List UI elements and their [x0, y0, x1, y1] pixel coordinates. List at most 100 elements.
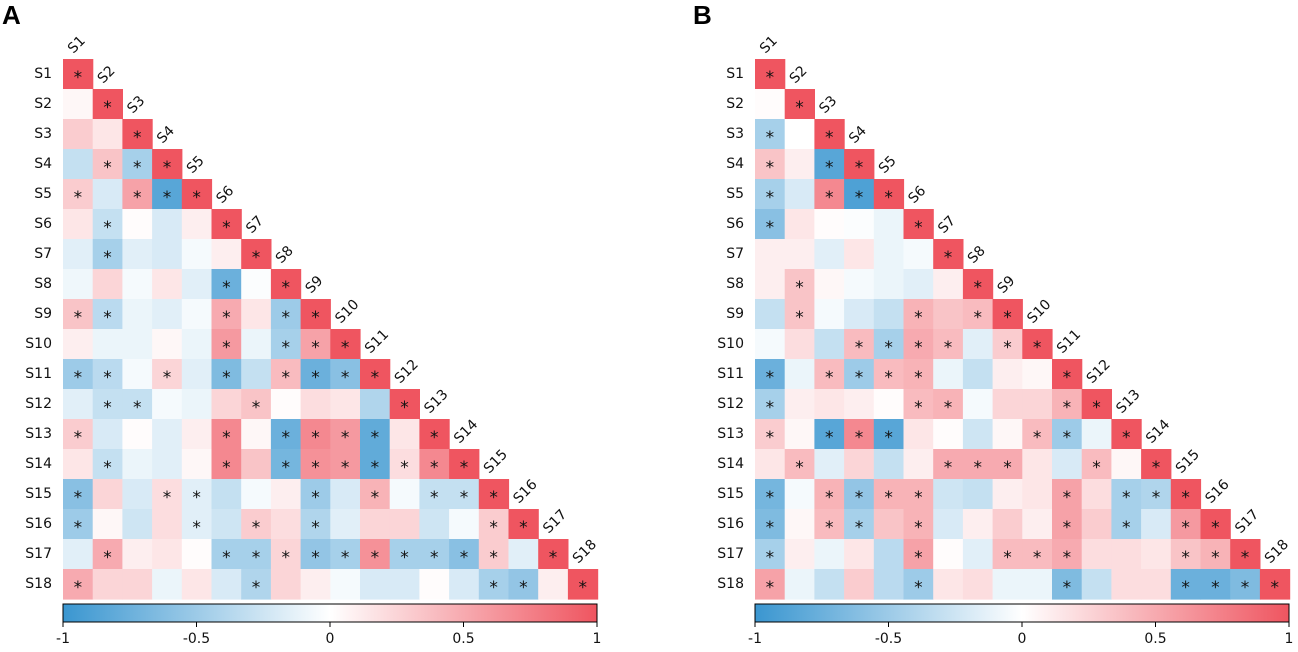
heatmap-cell-b-r17-c15 — [1170, 539, 1202, 570]
column-label-b-s11: S11 — [1054, 327, 1084, 357]
heatmap-cell-b-r18-c3 — [814, 569, 845, 600]
heatmap-cell-a-r16-c11 — [360, 509, 391, 540]
heatmap-cell-b-r16-c8 — [962, 509, 994, 540]
significance-marker-b-r6-c1: * — [766, 218, 775, 238]
significance-marker-a-r10-c6: * — [222, 338, 231, 358]
heatmap-cell-a-r4-c3 — [122, 149, 153, 180]
significance-marker-b-r12-c7: * — [944, 398, 953, 418]
heatmap-cell-a-r8-c5 — [181, 269, 213, 300]
column-label-a-s6: S6 — [213, 183, 237, 207]
significance-marker-a-r17-c11: * — [371, 548, 380, 568]
significance-marker-a-r13-c13: * — [430, 428, 439, 448]
heatmap-cell-b-r15-c1 — [755, 479, 786, 510]
heatmap-cell-b-r12-c5 — [873, 389, 905, 420]
heatmap-cell-b-r9-c3 — [814, 299, 845, 330]
heatmap-cell-a-r18-c10 — [330, 569, 361, 600]
heatmap-cell-a-r9-c2 — [92, 299, 123, 330]
heatmap-cell-b-r16-c13 — [1111, 509, 1142, 540]
heatmap-cell-a-r16-c7 — [241, 509, 272, 540]
column-label-b-s4: S4 — [846, 123, 870, 147]
heatmap-cell-b-r17-c10 — [1022, 539, 1053, 570]
significance-marker-b-r14-c12: * — [1092, 458, 1101, 478]
column-label-a-s2: S2 — [95, 63, 119, 87]
heatmap-cell-a-r5-c4 — [152, 179, 183, 210]
heatmap-cell-a-r14-c3 — [122, 449, 153, 480]
heatmap-cell-a-r15-c12 — [389, 479, 420, 510]
heatmap-cell-a-r13-c11 — [360, 419, 391, 450]
significance-marker-b-r18-c6: * — [914, 578, 923, 598]
heatmap-cell-b-r9-c1 — [755, 299, 786, 330]
heatmap-cell-b-r17-c5 — [873, 539, 905, 570]
significance-marker-a-r12-c2: * — [103, 398, 112, 418]
heatmap-cell-a-r17-c15 — [478, 539, 510, 570]
heatmap-cell-b-r18-c6 — [903, 569, 934, 600]
heatmap-cell-b-r13-c1 — [755, 419, 786, 450]
heatmap-cell-a-r16-c16 — [508, 509, 539, 540]
row-label-a-s1: S1 — [34, 66, 52, 82]
heatmap-cell-b-r15-c3 — [814, 479, 845, 510]
heatmap-cell-b-r12-c3 — [814, 389, 845, 420]
heatmap-cell-b-r12-c4 — [844, 389, 875, 420]
heatmap-cell-b-r13-c10 — [1022, 419, 1053, 450]
heatmap-cell-b-r12-c11 — [1052, 389, 1083, 420]
heatmap-cell-b-r6-c1 — [755, 209, 786, 240]
row-label-b-s18: S18 — [717, 576, 744, 592]
significance-marker-a-r12-c12: * — [400, 398, 409, 418]
heatmap-cell-b-r14-c12 — [1081, 449, 1112, 480]
significance-marker-a-r8-c6: * — [222, 278, 231, 298]
heatmap-cell-a-r13-c4 — [152, 419, 183, 450]
significance-marker-b-r15-c5: * — [884, 488, 893, 508]
row-label-a-s7: S7 — [34, 246, 52, 262]
heatmap-cell-b-r17-c2 — [784, 539, 815, 570]
significance-marker-b-r14-c2: * — [795, 458, 804, 478]
significance-marker-b-r17-c10: * — [1033, 548, 1042, 568]
heatmap-cell-a-r11-c4 — [152, 359, 183, 390]
significance-marker-b-r18-c11: * — [1063, 578, 1072, 598]
heatmap-cell-b-r17-c1 — [755, 539, 786, 570]
heatmap-cell-a-r15-c13 — [419, 479, 450, 510]
significance-marker-a-r9-c1: * — [74, 308, 83, 328]
column-label-a-s18: S18 — [570, 537, 600, 567]
heatmap-cell-b-r7-c5 — [873, 239, 905, 270]
heatmap-cell-a-r6-c1 — [63, 209, 94, 240]
heatmap-cell-b-r6-c6 — [903, 209, 934, 240]
heatmap-cell-a-r5-c2 — [92, 179, 123, 210]
panel-b: B * * * * * * * * * * * * * * * * * * * * * * * * * * * * * * * * * * * * * *… — [693, 0, 1293, 647]
heatmap-cell-b-r15-c10 — [1022, 479, 1053, 510]
significance-marker-a-r15-c5: * — [192, 488, 201, 508]
column-label-a-s10: S10 — [332, 297, 362, 327]
row-label-a-s11: S11 — [25, 366, 52, 382]
significance-marker-a-r2-c2: * — [103, 98, 112, 118]
heatmap-cell-b-r17-c16 — [1200, 539, 1231, 570]
heatmap-cell-a-r13-c12 — [389, 419, 420, 450]
column-label-b-s14: S14 — [1143, 417, 1173, 447]
row-label-b-s14: S14 — [717, 456, 744, 472]
heatmap-cell-b-r16-c11 — [1052, 509, 1083, 540]
heatmap-cell-b-r7-c4 — [844, 239, 875, 270]
heatmap-cell-a-r12-c1 — [63, 389, 94, 420]
heatmap-cell-a-r11-c1 — [63, 359, 94, 390]
heatmap-cell-a-r17-c7 — [241, 539, 272, 570]
heatmap-cell-b-r17-c7 — [933, 539, 964, 570]
heatmap-cell-b-r14-c7 — [933, 449, 964, 480]
heatmap-cell-a-r18-c13 — [419, 569, 450, 600]
significance-marker-a-r15-c9: * — [311, 488, 320, 508]
heatmap-cell-b-r9-c8 — [962, 299, 994, 330]
heatmap-cell-b-r18-c10 — [1022, 569, 1053, 600]
heatmap-cell-a-r16-c8 — [270, 509, 302, 540]
significance-marker-a-r1-c1: * — [74, 68, 83, 88]
heatmap-cell-b-r5-c4 — [844, 179, 875, 210]
column-label-b-s7: S7 — [935, 213, 959, 237]
significance-marker-b-r11-c11: * — [1063, 368, 1072, 388]
heatmap-cell-a-r9-c4 — [152, 299, 183, 330]
heatmap-cell-b-r9-c5 — [873, 299, 905, 330]
heatmap-cell-b-r8-c3 — [814, 269, 845, 300]
heatmap-cell-b-r8-c1 — [755, 269, 786, 300]
significance-marker-a-r17-c13: * — [430, 548, 439, 568]
significance-marker-b-r16-c16: * — [1211, 518, 1220, 538]
heatmap-cell-b-r12-c12 — [1081, 389, 1112, 420]
significance-marker-b-r15-c14: * — [1152, 488, 1161, 508]
heatmap-cell-a-r17-c4 — [152, 539, 183, 570]
significance-marker-a-r14-c13: * — [430, 458, 439, 478]
column-label-b-s13: S13 — [1113, 387, 1143, 417]
